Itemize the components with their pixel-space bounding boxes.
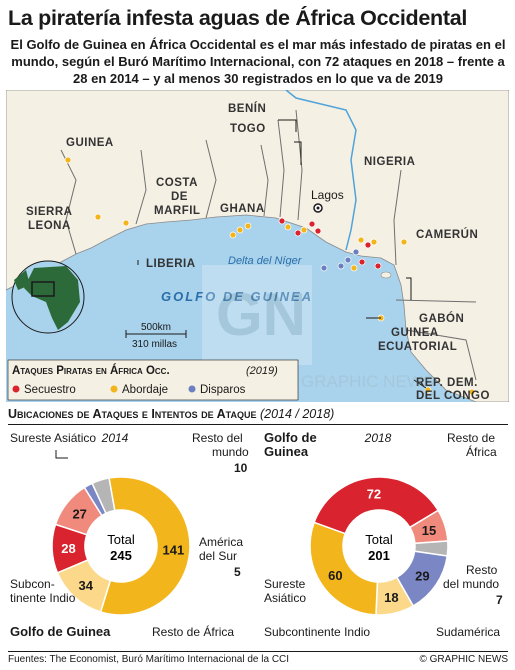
sources: Fuentes: The Economist, Buró Marítimo In…	[8, 654, 290, 665]
svg-text:500km: 500km	[141, 322, 171, 333]
label-de: DE	[171, 191, 188, 203]
watermark: GN GRAPHIC NEWS	[202, 265, 434, 391]
svg-text:del Sur: del Sur	[199, 549, 237, 563]
label-togo: TOGO	[230, 123, 266, 135]
svg-text:América: América	[199, 535, 243, 549]
donut-slice	[313, 476, 440, 535]
svg-text:Resto de África: Resto de África	[152, 624, 234, 639]
svg-text:mundo: mundo	[212, 445, 249, 459]
label-gulf: GOLFO DE GUINEA	[161, 289, 313, 304]
label-benin: BENÍN	[228, 102, 266, 115]
slice-value-label: 18	[384, 590, 398, 605]
label-niger-delta: Delta del Níger	[228, 255, 303, 267]
svg-text:África: África	[466, 444, 497, 459]
slice-value-label: 15	[422, 523, 436, 538]
country-borders	[60, 109, 477, 381]
donut-slice	[309, 521, 379, 616]
page-subtitle: El Golfo de Guinea en África Occidental …	[10, 37, 506, 86]
svg-text:Disparos: Disparos	[200, 384, 246, 396]
svg-text:Sureste: Sureste	[264, 577, 306, 591]
label-ghana: GHANA	[220, 203, 265, 215]
footer: Fuentes: The Economist, Buró Marítimo In…	[8, 651, 508, 665]
slice-value-label: 27	[72, 507, 86, 522]
scale-bar: 500km 310 millas	[125, 322, 187, 350]
label-cameroon: CAMERÚN	[416, 228, 478, 241]
svg-text:GRAPHIC NEWS: GRAPHIC NEWS	[301, 372, 434, 391]
svg-text:7: 7	[496, 593, 503, 607]
svg-text:310 millas: 310 millas	[132, 339, 177, 350]
label-eq-guinea-1: GUINEA	[391, 327, 439, 339]
svg-text:Sureste Asiático: Sureste Asiático	[10, 431, 96, 445]
total-value: 201	[368, 548, 390, 563]
label-sierra: SIERRA	[26, 206, 72, 218]
svg-text:Abordaje: Abordaje	[122, 384, 168, 396]
svg-text:GN: GN	[216, 281, 306, 348]
section-title: Ubicaciones de Ataques e Intentos de Ata…	[8, 407, 508, 425]
page-title: La piratería infesta aguas de África Occ…	[8, 6, 468, 30]
inset-globe	[11, 260, 85, 334]
total-label: Total	[365, 532, 393, 547]
credit: © GRAPHIC NEWS	[419, 654, 509, 665]
svg-text:del mundo: del mundo	[443, 577, 499, 591]
svg-text:tinente Indio: tinente Indio	[10, 591, 76, 605]
svg-text:Resto: Resto	[466, 563, 498, 577]
year-2018: 2018	[364, 431, 392, 445]
label-nigeria: NIGERIA	[364, 156, 415, 168]
svg-text:Asiático: Asiático	[264, 591, 306, 605]
svg-text:Sudamérica: Sudamérica	[436, 625, 500, 639]
slice-value-label: 141	[163, 542, 185, 557]
svg-text:Golfo de: Golfo de	[264, 430, 317, 445]
label-marfil: MARFIL	[154, 205, 200, 217]
attack-dots	[64, 156, 476, 396]
land-mass	[6, 90, 509, 402]
svg-text:Subcontinente Indio: Subcontinente Indio	[264, 625, 370, 639]
svg-text:Ataques Piratas en África Occ.: Ataques Piratas en África Occ.	[12, 364, 170, 377]
svg-text:Guinea: Guinea	[264, 444, 309, 459]
svg-text:5: 5	[234, 565, 241, 579]
slice-value-label: 28	[61, 541, 75, 556]
svg-text:Subcon-: Subcon-	[10, 577, 55, 591]
label-drc-2: DEL CONGO	[416, 390, 490, 402]
label-leona: LEONA	[28, 220, 71, 232]
label-costa: COSTA	[156, 177, 198, 189]
donut-slice	[99, 476, 191, 616]
donut-slice	[91, 477, 116, 515]
year-2014: 2014	[101, 431, 129, 445]
label-eq-guinea-2: ECUATORIAL	[378, 341, 457, 353]
slice-value-label: 60	[328, 568, 342, 583]
svg-text:Resto de: Resto de	[447, 431, 495, 445]
label-guinea: GUINEA	[66, 137, 114, 149]
svg-text:Resto del: Resto del	[192, 431, 243, 445]
map-legend: Ataques Piratas en África Occ. (2019) Se…	[7, 359, 299, 401]
svg-text:Secuestro: Secuestro	[24, 384, 76, 396]
svg-text:10: 10	[234, 461, 248, 475]
slice-value-label: 29	[415, 569, 429, 584]
svg-text:Golfo de Guinea: Golfo de Guinea	[10, 624, 111, 639]
label-gabon: GABÓN	[419, 312, 464, 325]
label-drc-1: REP. DEM.	[416, 377, 478, 389]
total-value: 245	[110, 548, 132, 563]
label-liberia: LIBERIA	[146, 258, 196, 270]
total-label: Total	[107, 532, 135, 547]
label-lagos: Lagos	[311, 188, 344, 202]
slice-value-label: 72	[367, 487, 381, 502]
svg-text:(2019): (2019)	[246, 365, 278, 377]
slice-value-label: 34	[79, 578, 94, 593]
niger-river	[285, 90, 357, 251]
west-africa-map: BENÍN TOGO GUINEA NIGERIA COSTA DE MARFI…	[6, 90, 509, 402]
